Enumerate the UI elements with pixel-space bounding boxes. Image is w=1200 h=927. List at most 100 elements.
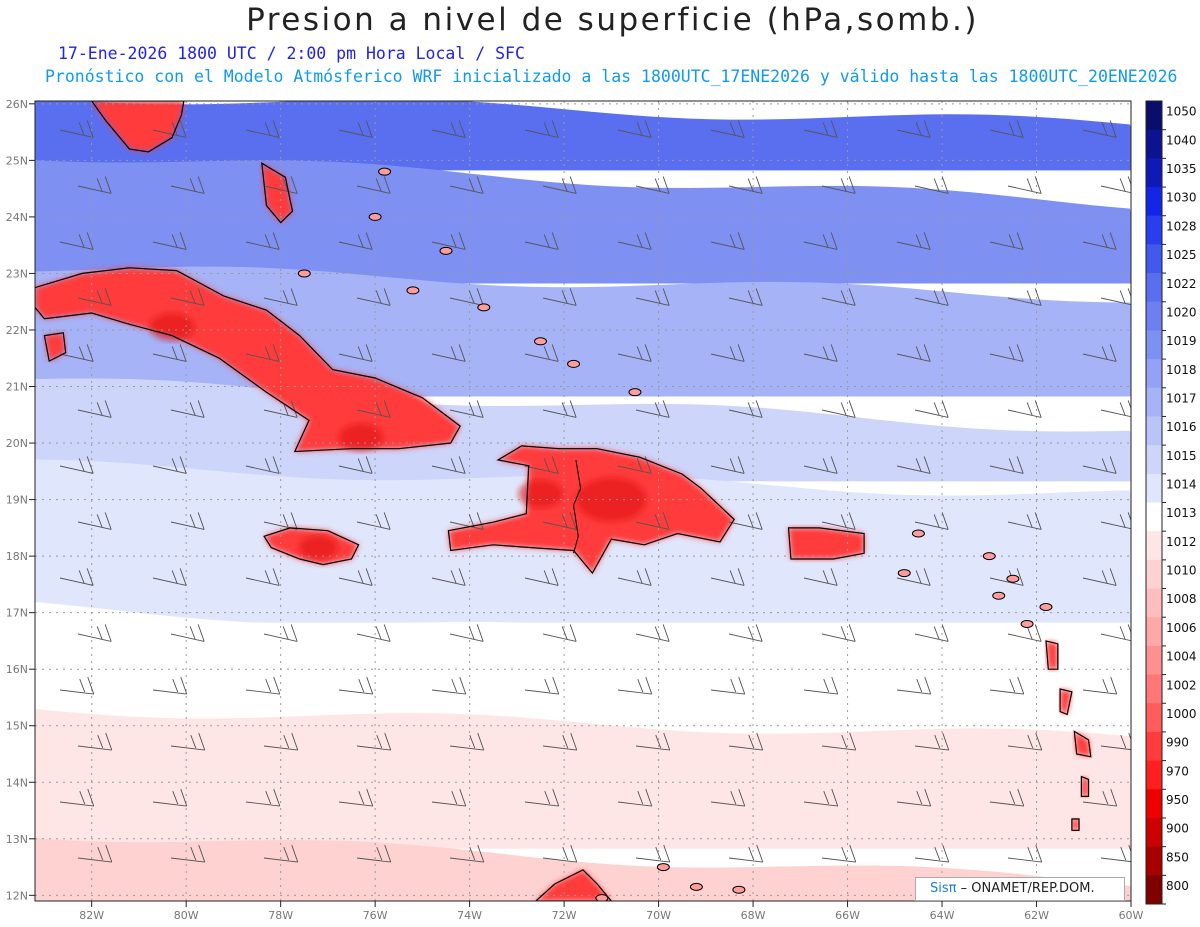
wind-barb-flag <box>198 844 206 863</box>
wind-barb-flag <box>831 676 839 695</box>
pressure-band-6 <box>35 709 1131 849</box>
colorbar-label: 850 <box>1166 850 1189 864</box>
wind-barb-flag <box>171 570 178 584</box>
wind-barb-flag <box>78 234 85 248</box>
wind-barb-flag <box>662 512 670 530</box>
colorbar-label: 1018 <box>1166 363 1197 377</box>
wind-barb-flag <box>562 846 569 861</box>
wind-barb-flag <box>840 178 847 192</box>
wind-barb-flag <box>451 790 458 805</box>
wind-barb-flag <box>1034 176 1042 194</box>
colorbar-swatch <box>1146 559 1162 590</box>
lat-label: 13N <box>6 833 28 846</box>
wind-barb-shaft <box>449 409 484 418</box>
wind-barb-shaft <box>1082 577 1117 586</box>
pressure-field <box>35 101 1131 901</box>
wind-barb-flag <box>357 458 364 472</box>
wind-barb-shaft <box>524 353 559 362</box>
wind-barb-flag <box>366 676 374 695</box>
wind-barb-shaft <box>914 633 949 642</box>
wind-barb-flag <box>384 844 392 863</box>
wind-barb-flag <box>450 234 457 248</box>
small-island-7 <box>897 569 911 578</box>
wind-barb-flag <box>172 790 179 805</box>
wind-barb-flag <box>264 346 271 360</box>
wind-barb-flag <box>105 844 113 863</box>
wind-barb-flag <box>179 232 187 250</box>
wind-barb-flag <box>551 456 559 474</box>
wind-barb-flag <box>941 176 949 194</box>
wind-barb-flag <box>551 344 559 362</box>
wind-barb-shaft <box>356 857 391 863</box>
colorbar-label: 1025 <box>1166 248 1197 262</box>
wind-barb-shaft <box>77 185 112 194</box>
wind-barb-flag <box>97 846 104 861</box>
wind-barb-flag <box>543 570 550 584</box>
wind-barb-flag <box>729 570 736 584</box>
wind-barb-shaft <box>1082 129 1117 138</box>
wind-barb-flag <box>1017 788 1025 807</box>
wind-barb-flag <box>1102 678 1109 693</box>
wind-barb-shaft <box>263 185 298 194</box>
wind-barb-shaft <box>1082 801 1117 807</box>
terrain-spot-0 <box>576 477 647 522</box>
wind-barb-flag <box>1009 790 1016 805</box>
wind-barb-flag <box>915 122 922 136</box>
wind-barb-flag <box>1010 903 1015 916</box>
wind-barb-flag <box>638 903 643 916</box>
wind-barb-flag <box>458 120 466 138</box>
wind-barb-shaft <box>635 409 670 418</box>
colorbar-label: 1019 <box>1166 334 1197 348</box>
wind-barb-flag <box>737 568 745 586</box>
colorbar-label: 900 <box>1166 822 1189 836</box>
wind-barb-flag <box>450 570 457 584</box>
wind-barb-flag <box>848 288 856 306</box>
wind-barb-shaft <box>263 745 298 751</box>
wind-barb-flag <box>1119 178 1126 192</box>
wind-barb-flag <box>189 290 196 304</box>
wind-barb-flag <box>1119 402 1126 416</box>
wind-barb-flag <box>942 844 950 863</box>
wind-barb-shaft <box>542 297 577 306</box>
wind-barb-shaft <box>356 745 391 751</box>
wind-barb-shaft <box>617 689 652 695</box>
wind-barb-flag <box>636 346 643 360</box>
wind-barb-flag <box>1026 514 1033 528</box>
wind-barb-shaft <box>245 465 280 474</box>
wind-barb-shaft <box>803 465 838 474</box>
wind-barb-flag <box>86 232 94 250</box>
wind-barb-flag <box>365 456 373 474</box>
wind-barb-shaft <box>263 857 298 863</box>
wind-barb-shaft <box>449 633 484 642</box>
wind-barb-shaft <box>59 465 94 474</box>
wind-barb-shaft <box>1082 689 1117 695</box>
wind-barb-shaft <box>804 914 838 918</box>
coastline-stvincent <box>1071 818 1080 831</box>
wind-barb-flag <box>1109 456 1117 474</box>
wind-barb-shaft <box>356 185 391 194</box>
wind-barb-flag <box>87 676 95 695</box>
wind-barb-flag <box>179 568 187 586</box>
wind-barb-shaft <box>710 241 745 250</box>
wind-barb-flag <box>841 734 848 749</box>
lon-label: 68W <box>741 909 766 922</box>
wind-barb-flag <box>180 788 188 807</box>
wind-barb-shaft <box>356 521 391 530</box>
wind-barb-flag <box>655 846 662 861</box>
land-martinique <box>1074 731 1091 757</box>
wind-barb-shaft <box>152 577 187 586</box>
credit-text: – ONAMET/REP.DOM. <box>960 881 1095 896</box>
wind-barb-shaft <box>989 577 1024 586</box>
wind-barb-shaft <box>635 521 670 530</box>
wind-barb-flag <box>476 288 484 306</box>
wind-barb-flag <box>383 624 391 642</box>
wind-barb-shaft <box>896 241 931 250</box>
wind-barb-shaft <box>896 353 931 362</box>
wind-barb-flag <box>570 844 578 863</box>
wind-barb-shaft <box>1100 297 1131 306</box>
wind-barb-shaft <box>152 241 187 250</box>
land-guadeloupe <box>1046 640 1058 670</box>
wind-barb-shaft <box>542 185 577 194</box>
wind-barb-flag <box>1026 402 1033 416</box>
wind-barb-flag <box>468 290 475 304</box>
